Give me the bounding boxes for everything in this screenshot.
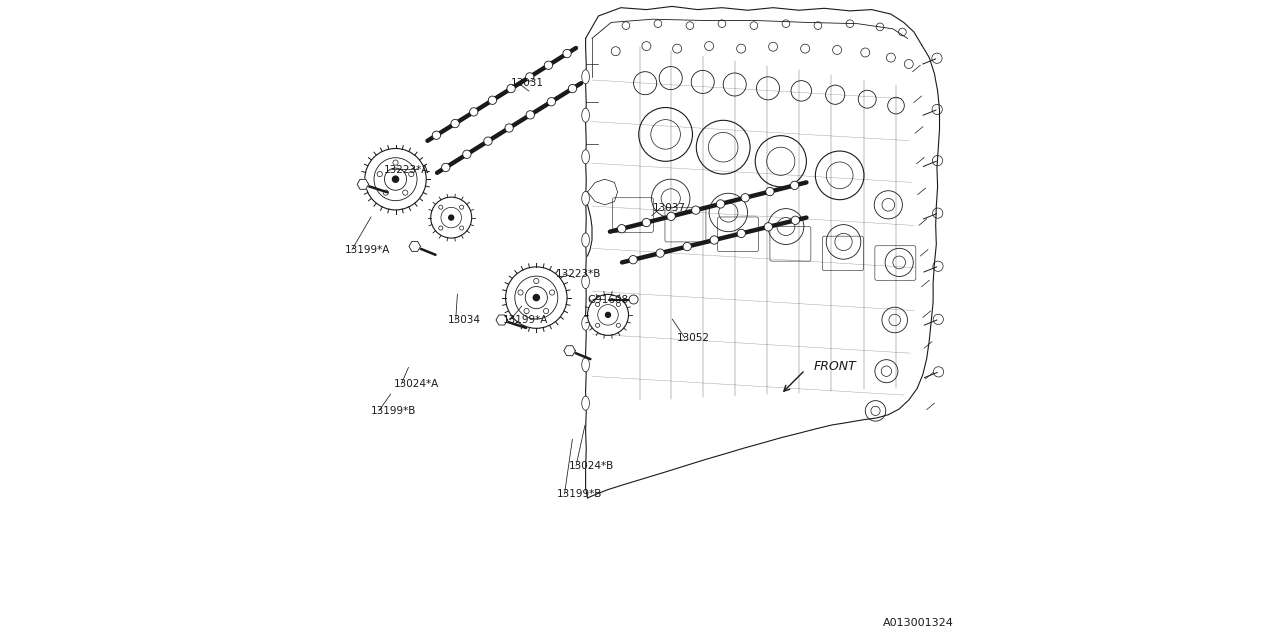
Circle shape: [393, 160, 398, 165]
Circle shape: [460, 205, 463, 209]
Ellipse shape: [741, 193, 749, 202]
Ellipse shape: [526, 111, 535, 119]
Circle shape: [628, 295, 639, 304]
Ellipse shape: [581, 316, 589, 330]
Text: 13223*B: 13223*B: [556, 269, 600, 279]
Circle shape: [440, 207, 462, 228]
Ellipse shape: [568, 84, 577, 93]
Ellipse shape: [628, 255, 637, 264]
Circle shape: [506, 267, 567, 328]
Ellipse shape: [791, 216, 800, 225]
Text: FRONT: FRONT: [814, 360, 856, 372]
Circle shape: [525, 287, 548, 308]
Circle shape: [460, 226, 463, 230]
Circle shape: [534, 294, 539, 301]
Ellipse shape: [488, 96, 497, 104]
Ellipse shape: [581, 150, 589, 164]
Text: 13034: 13034: [448, 315, 481, 325]
Ellipse shape: [433, 131, 440, 140]
Ellipse shape: [451, 120, 460, 128]
Ellipse shape: [547, 97, 556, 106]
Text: 13223*A: 13223*A: [384, 164, 429, 175]
Circle shape: [393, 176, 398, 182]
Circle shape: [595, 323, 599, 327]
Ellipse shape: [581, 191, 589, 205]
Ellipse shape: [504, 124, 513, 132]
Circle shape: [439, 226, 443, 230]
Ellipse shape: [470, 108, 477, 116]
Text: 13199*A: 13199*A: [344, 244, 389, 255]
Circle shape: [378, 172, 383, 177]
Circle shape: [544, 308, 549, 314]
Text: G91608: G91608: [588, 294, 628, 305]
Polygon shape: [357, 179, 369, 189]
Circle shape: [430, 197, 472, 238]
Circle shape: [365, 148, 426, 210]
Text: 13024*B: 13024*B: [568, 461, 613, 471]
Ellipse shape: [643, 218, 650, 227]
Circle shape: [439, 205, 443, 209]
Ellipse shape: [764, 223, 772, 231]
Ellipse shape: [442, 163, 451, 172]
Polygon shape: [410, 241, 420, 252]
Ellipse shape: [717, 200, 724, 208]
Circle shape: [374, 157, 417, 201]
Ellipse shape: [544, 61, 553, 69]
Circle shape: [384, 168, 407, 190]
Circle shape: [383, 190, 388, 195]
Ellipse shape: [765, 188, 774, 196]
Ellipse shape: [710, 236, 718, 244]
Text: A013001324: A013001324: [883, 618, 954, 628]
Ellipse shape: [581, 396, 589, 410]
Ellipse shape: [484, 137, 493, 145]
Ellipse shape: [684, 243, 691, 251]
Ellipse shape: [737, 229, 745, 237]
Ellipse shape: [581, 233, 589, 247]
Ellipse shape: [657, 249, 664, 257]
Circle shape: [605, 312, 611, 317]
Ellipse shape: [667, 212, 676, 221]
Text: 13052: 13052: [677, 333, 710, 343]
Ellipse shape: [563, 49, 571, 58]
Polygon shape: [497, 315, 507, 325]
Circle shape: [598, 305, 618, 325]
Ellipse shape: [581, 275, 589, 289]
Ellipse shape: [526, 73, 534, 81]
Circle shape: [588, 294, 628, 335]
Circle shape: [518, 290, 524, 295]
Circle shape: [617, 323, 621, 327]
Ellipse shape: [581, 70, 589, 84]
Circle shape: [515, 276, 558, 319]
Circle shape: [617, 303, 621, 307]
Circle shape: [549, 290, 554, 295]
Text: 13024*A: 13024*A: [394, 379, 439, 389]
Ellipse shape: [791, 181, 799, 189]
Ellipse shape: [691, 206, 700, 214]
Polygon shape: [564, 346, 576, 356]
Text: 13199*A: 13199*A: [502, 315, 548, 325]
Circle shape: [408, 172, 413, 177]
Ellipse shape: [581, 108, 589, 122]
Circle shape: [449, 215, 453, 220]
Ellipse shape: [617, 225, 626, 233]
Circle shape: [595, 303, 599, 307]
Text: 13199*B: 13199*B: [371, 406, 416, 416]
Ellipse shape: [581, 358, 589, 372]
Text: 13199*B: 13199*B: [557, 489, 602, 499]
Circle shape: [403, 190, 408, 195]
Ellipse shape: [462, 150, 471, 159]
Circle shape: [524, 308, 529, 314]
Text: 13037: 13037: [653, 203, 686, 213]
Text: 13031: 13031: [511, 78, 544, 88]
Ellipse shape: [507, 84, 516, 93]
Circle shape: [534, 278, 539, 284]
